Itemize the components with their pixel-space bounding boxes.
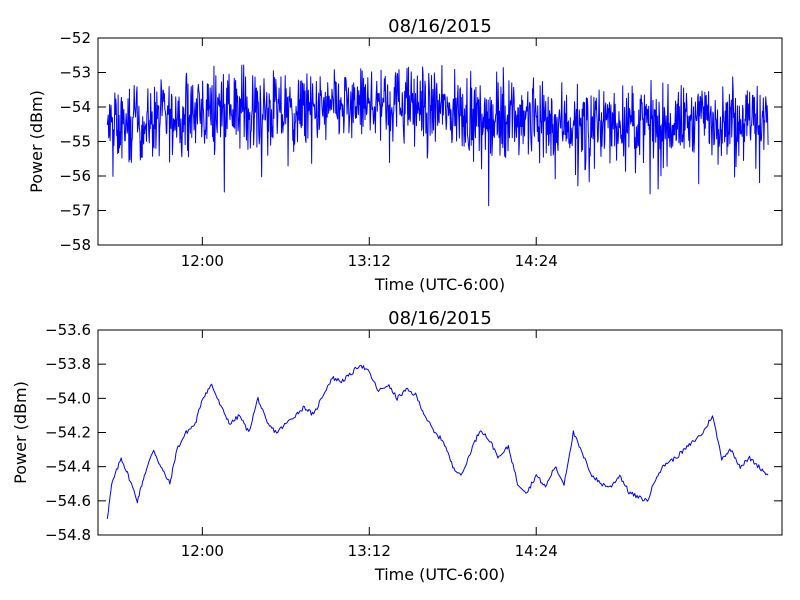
plot-frame bbox=[97, 329, 783, 536]
y-tick-label: −57 bbox=[59, 202, 91, 220]
y-tick-label: −53.8 bbox=[45, 355, 91, 373]
plot-frame bbox=[97, 37, 783, 246]
x-axis-ticks: 12:00 13:12 14:24 bbox=[181, 330, 558, 560]
y-tick-label: −55 bbox=[59, 133, 91, 151]
x-tick-label: 14:24 bbox=[515, 542, 558, 560]
x-axis-label: Time (UTC-6:00) bbox=[374, 275, 505, 294]
y-axis-label: Power (dBm) bbox=[11, 381, 30, 484]
y-tick-label: −58 bbox=[59, 236, 91, 254]
x-tick-label: 12:00 bbox=[181, 252, 224, 270]
y-tick-label: −56 bbox=[59, 167, 91, 185]
y-tick-label: −54.8 bbox=[45, 526, 91, 544]
y-tick-label: −54 bbox=[59, 98, 91, 116]
y-tick-label: −52 bbox=[59, 29, 91, 47]
x-tick-label: 12:00 bbox=[181, 542, 224, 560]
chart-title: 08/16/2015 bbox=[388, 308, 492, 329]
y-tick-label: −54.2 bbox=[45, 424, 91, 442]
series-line bbox=[106, 64, 769, 207]
series-line bbox=[106, 364, 769, 519]
y-tick-label: −54.4 bbox=[45, 458, 91, 476]
chart-bottom: 08/16/2015 Time (UTC-6:00) Power (dBm) 1… bbox=[11, 308, 783, 584]
y-axis-ticks: −54.8 −54.6 −54.4 −54.2 −54.0 −53.8 −53.6 bbox=[45, 321, 782, 544]
chart-title: 08/16/2015 bbox=[388, 16, 492, 37]
y-tick-label: −54.6 bbox=[45, 492, 91, 510]
y-axis-ticks: −58 −57 −56 −55 −54 −53 −52 bbox=[59, 29, 782, 254]
chart-top: 08/16/2015 Time (UTC-6:00) Power (dBm) 1… bbox=[27, 16, 783, 294]
y-axis-label: Power (dBm) bbox=[27, 90, 46, 193]
x-tick-label: 14:24 bbox=[515, 252, 558, 270]
y-tick-label: −53 bbox=[59, 64, 91, 82]
x-axis-label: Time (UTC-6:00) bbox=[374, 565, 505, 584]
plot-series bbox=[106, 364, 769, 519]
plot-series bbox=[106, 64, 769, 207]
x-tick-label: 13:12 bbox=[348, 252, 391, 270]
y-tick-label: −54.0 bbox=[45, 389, 91, 407]
y-tick-label: −53.6 bbox=[45, 321, 91, 339]
x-axis-ticks: 12:00 13:12 14:24 bbox=[181, 38, 558, 270]
x-tick-label: 13:12 bbox=[348, 542, 391, 560]
